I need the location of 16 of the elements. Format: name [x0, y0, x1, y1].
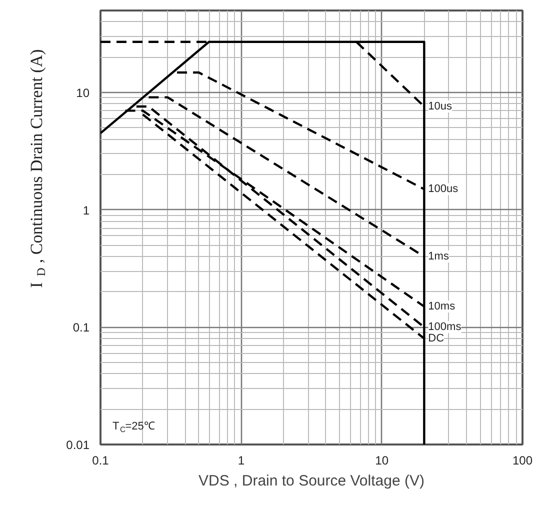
series-label: 100ms: [428, 321, 462, 334]
series-label: DC: [428, 332, 444, 345]
x-tick-label: 10: [375, 454, 389, 468]
y-tick-label: 10: [76, 86, 90, 100]
series-label: 10ms: [428, 300, 456, 313]
y-tick-label: 0.1: [72, 320, 90, 335]
y-tick-label: 1: [82, 203, 90, 218]
x-tick-label: 100: [512, 454, 533, 468]
x-tick-label: 0.1: [92, 454, 110, 468]
series-label: 100us: [428, 183, 459, 196]
x-tick-label: 1: [238, 454, 245, 468]
series-label: 1ms: [428, 250, 450, 263]
y-axis-title: ID , Continuous Drain Current (A): [27, 49, 48, 288]
x-axis-title: VDS , Drain to Source Voltage (V): [198, 472, 424, 490]
y-tick-label: 0.01: [66, 438, 90, 452]
series-label: 10us: [428, 100, 453, 112]
